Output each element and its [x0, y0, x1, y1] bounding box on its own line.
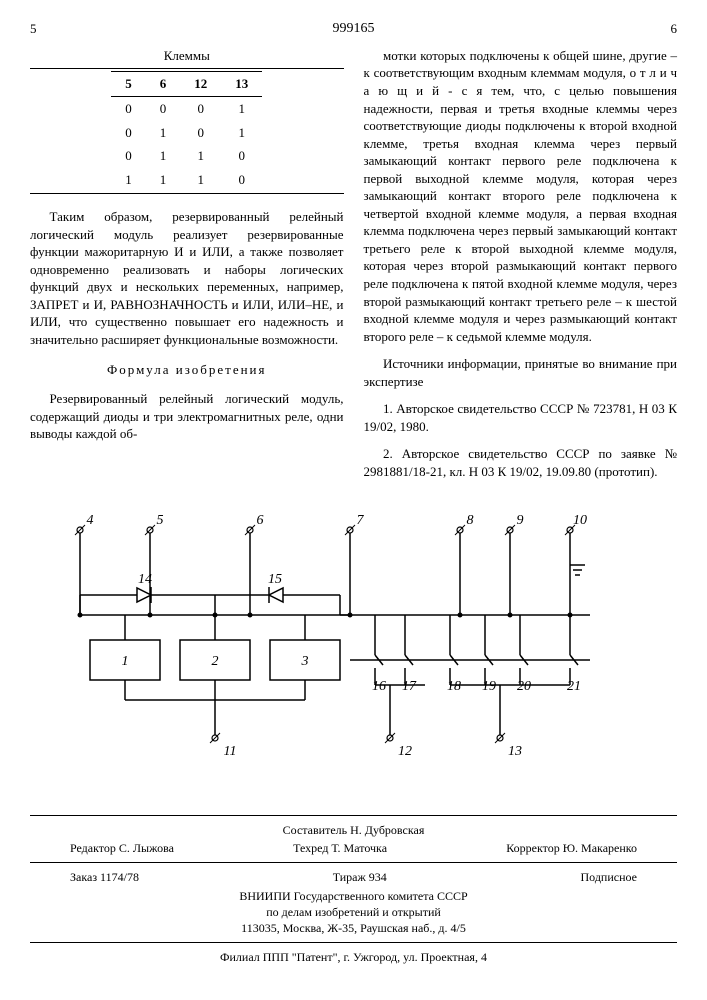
svg-text:14: 14	[138, 572, 152, 587]
svg-text:3: 3	[301, 654, 309, 669]
svg-text:17: 17	[402, 679, 417, 694]
right-column: мотки которых подключены к общей шине, д…	[364, 47, 678, 491]
svg-text:7: 7	[357, 513, 365, 528]
svg-text:21: 21	[567, 679, 581, 694]
paragraph: Резервированный релейный логический моду…	[30, 390, 344, 443]
branch: Филиал ППП "Патент", г. Ужгород, ул. Про…	[30, 949, 677, 965]
paragraph: мотки которых подключены к общей шине, д…	[364, 47, 678, 345]
svg-text:1: 1	[122, 654, 129, 669]
circuit-diagram: 456789101415123111617181920211213	[30, 510, 677, 775]
svg-text:13: 13	[508, 744, 522, 759]
address: 113035, Москва, Ж-35, Раушская наб., д. …	[30, 920, 677, 936]
org-line: по делам изобретений и открытий	[30, 904, 677, 920]
source-ref: 1. Авторское свидетельство СССР № 723781…	[364, 400, 678, 435]
table-title: Клеммы	[30, 47, 344, 65]
svg-text:5: 5	[157, 513, 164, 528]
techred: Техред Т. Маточка	[293, 840, 387, 856]
subscription: Подписное	[581, 869, 638, 885]
formula-title: Формула изобретения	[30, 361, 344, 379]
col-num-right: 6	[671, 20, 678, 39]
org-line: ВНИИПИ Государственного комитета СССР	[30, 888, 677, 904]
footer-block: Составитель Н. Дубровская Редактор С. Лы…	[30, 815, 677, 965]
svg-text:4: 4	[87, 513, 94, 528]
compiler: Составитель Н. Дубровская	[30, 822, 677, 838]
source-ref: 2. Авторское свидетельство СССР по заявк…	[364, 445, 678, 480]
col-num-left: 5	[30, 20, 37, 39]
svg-text:20: 20	[517, 679, 531, 694]
th: 5	[111, 72, 146, 97]
editor: Редактор С. Лыжова	[70, 840, 174, 856]
sources-title: Источники информации, принятые во вниман…	[364, 355, 678, 390]
svg-text:8: 8	[467, 513, 474, 528]
corrector: Корректор Ю. Макаренко	[506, 840, 637, 856]
order-no: Заказ 1174/78	[70, 869, 139, 885]
doc-number: 999165	[333, 20, 375, 39]
svg-text:2: 2	[212, 654, 219, 669]
svg-text:11: 11	[224, 744, 237, 759]
th: 12	[180, 72, 221, 97]
svg-text:9: 9	[517, 513, 524, 528]
th: 6	[146, 72, 181, 97]
left-column: Клеммы 5 6 12 13 0001 0101 0110 1110 Так…	[30, 47, 344, 491]
svg-text:19: 19	[482, 679, 496, 694]
schematic-svg: 456789101415123111617181920211213	[30, 510, 670, 770]
truth-table-block: Клеммы 5 6 12 13 0001 0101 0110 1110	[30, 47, 344, 194]
svg-text:15: 15	[268, 572, 282, 587]
svg-text:12: 12	[398, 744, 412, 759]
svg-text:10: 10	[573, 513, 587, 528]
page-header: 5 999165 6	[30, 20, 677, 39]
truth-table: 5 6 12 13 0001 0101 0110 1110	[111, 71, 262, 191]
tirazh: Тираж 934	[333, 869, 387, 885]
th: 13	[221, 72, 262, 97]
two-column-body: Клеммы 5 6 12 13 0001 0101 0110 1110 Так…	[30, 47, 677, 491]
svg-text:6: 6	[257, 513, 264, 528]
svg-text:18: 18	[447, 679, 461, 694]
svg-text:16: 16	[372, 679, 386, 694]
paragraph: Таким образом, резервированный релейный …	[30, 208, 344, 348]
